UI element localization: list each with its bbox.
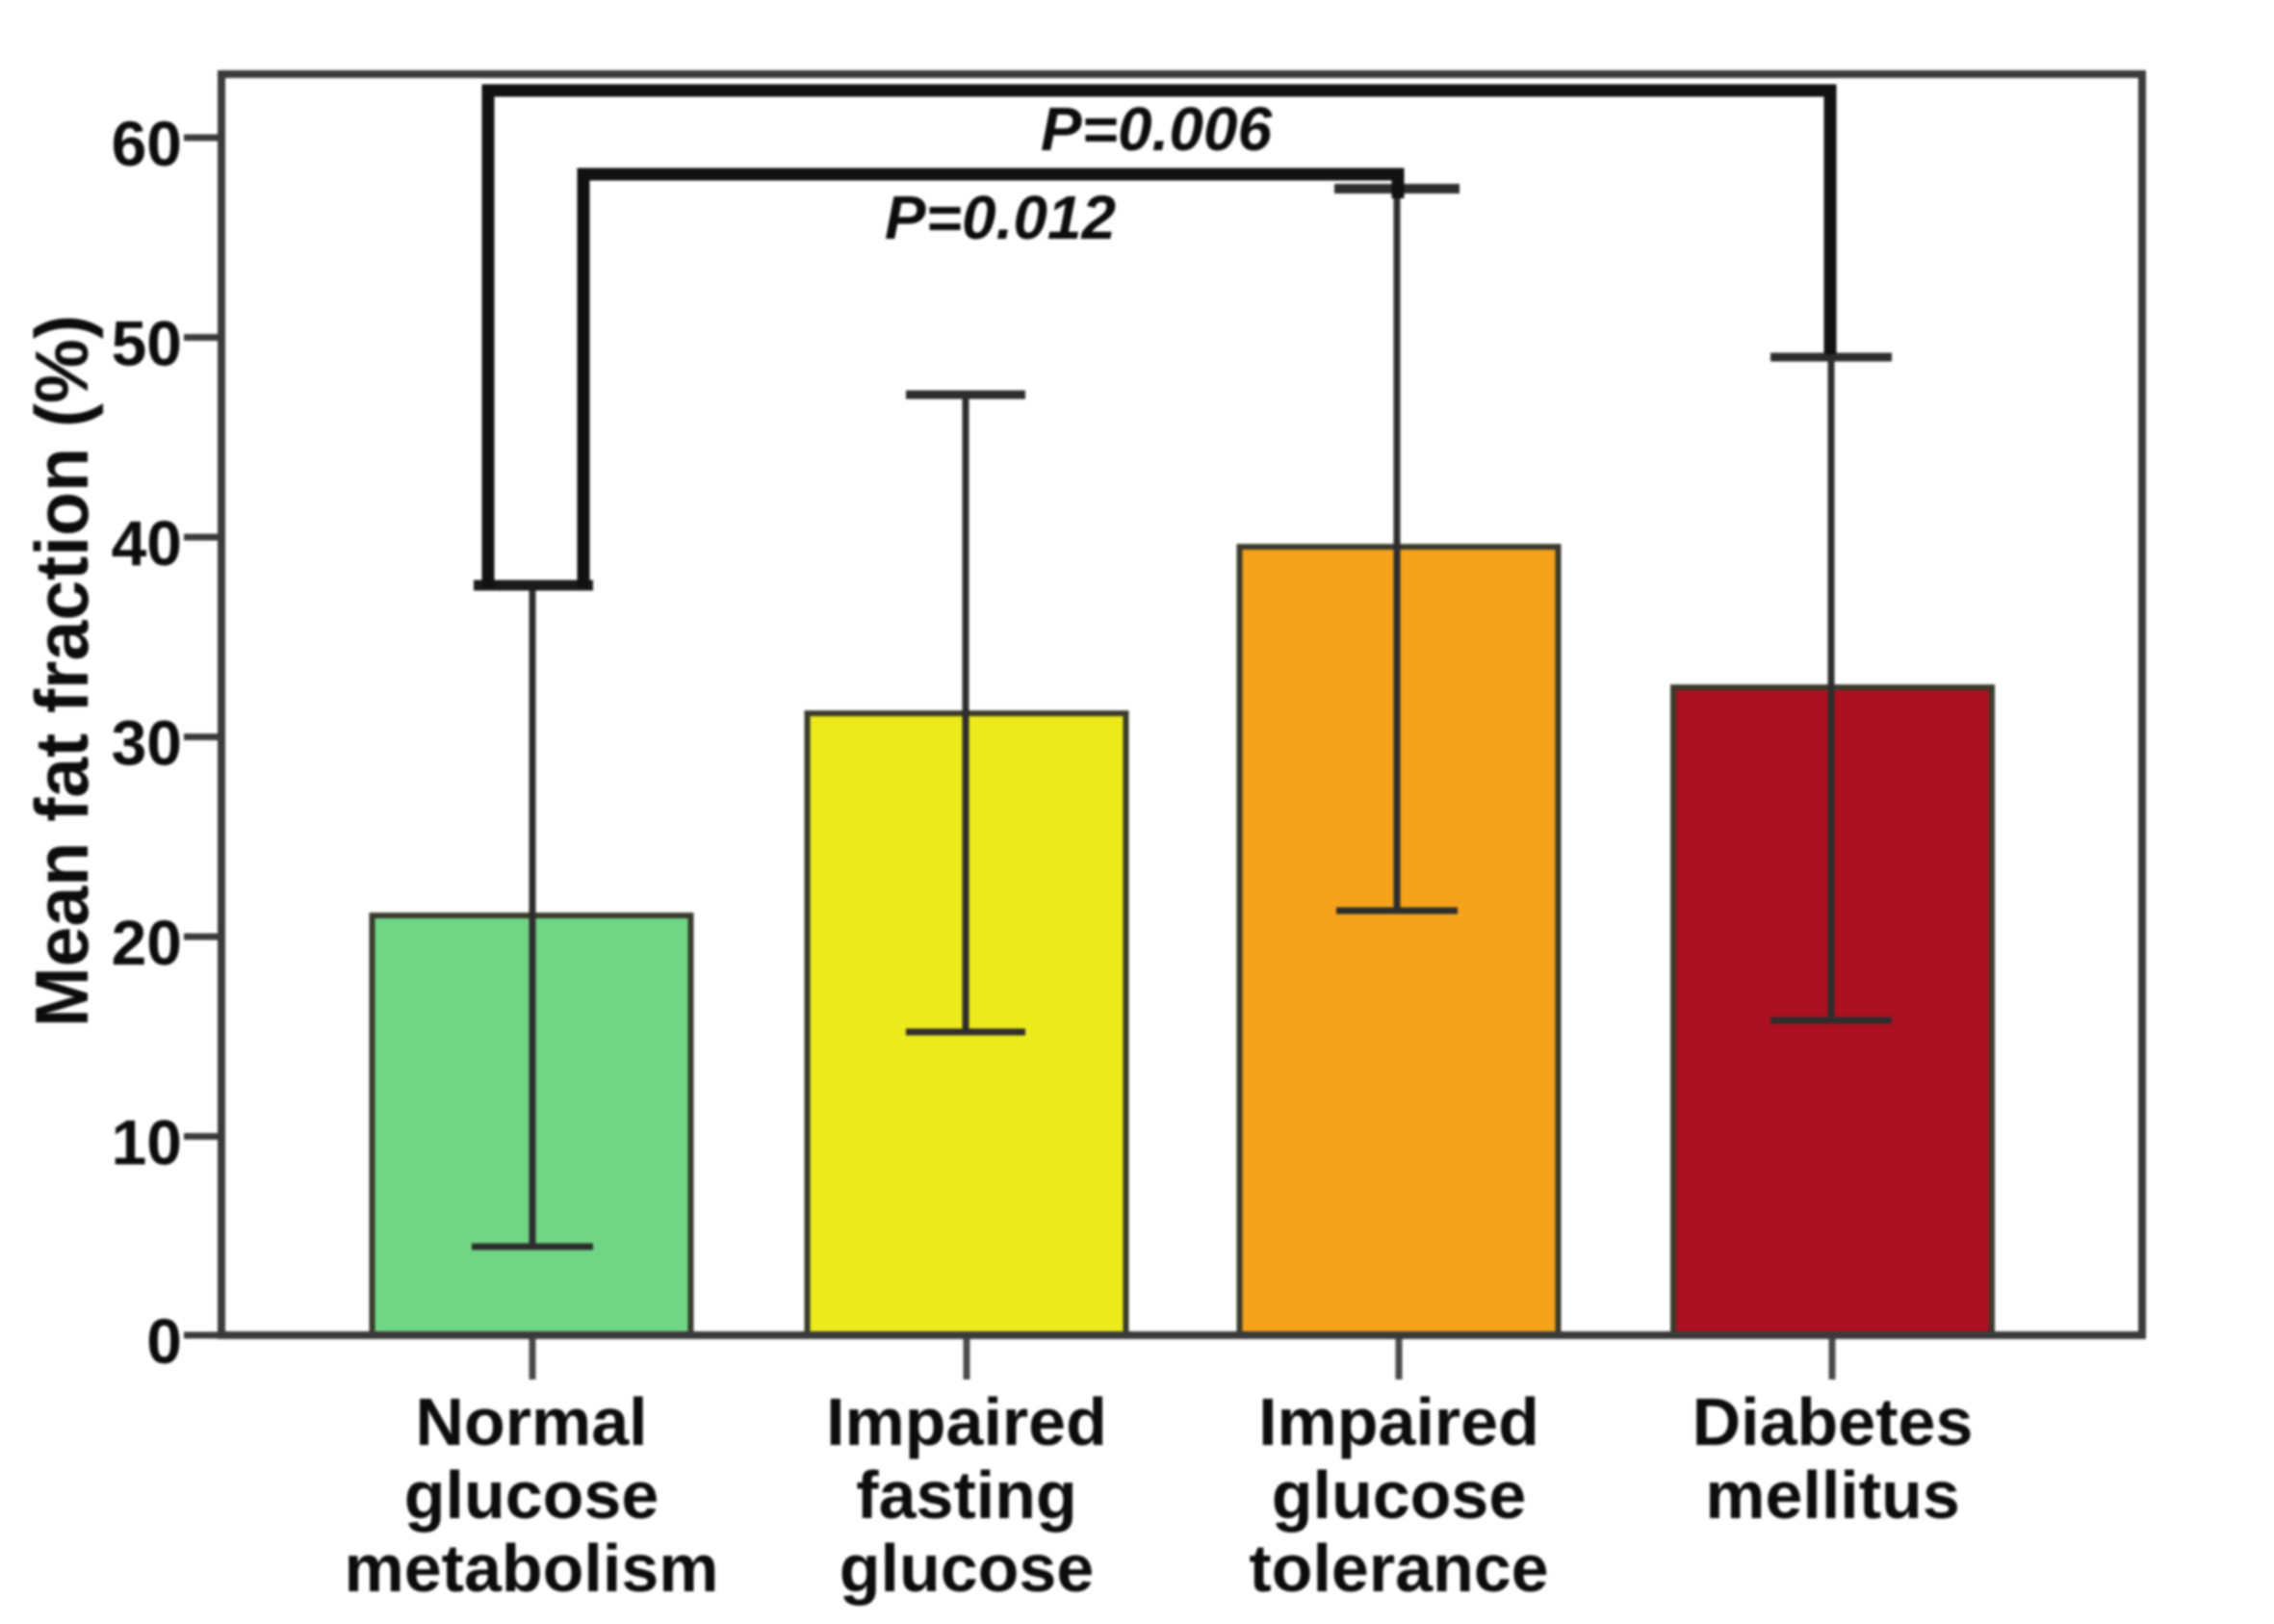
- svg-text:Impaired: Impaired: [1258, 1384, 1539, 1459]
- svg-text:mellitus: mellitus: [1705, 1457, 1960, 1533]
- svg-text:10: 10: [112, 1107, 182, 1178]
- svg-text:metabolism: metabolism: [345, 1531, 719, 1606]
- svg-text:glucose: glucose: [404, 1457, 659, 1533]
- svg-text:Normal: Normal: [415, 1384, 647, 1459]
- svg-text:Diabetes: Diabetes: [1693, 1384, 1974, 1459]
- svg-text:0: 0: [146, 1305, 182, 1377]
- svg-text:60: 60: [112, 108, 182, 179]
- svg-text:fasting: fasting: [856, 1457, 1076, 1533]
- svg-text:20: 20: [112, 907, 182, 978]
- svg-text:40: 40: [112, 507, 182, 579]
- svg-text:glucose: glucose: [1272, 1457, 1527, 1533]
- svg-text:glucose: glucose: [840, 1531, 1095, 1606]
- svg-text:Mean fat fraction (%): Mean fat fraction (%): [19, 315, 104, 1027]
- svg-text:50: 50: [112, 308, 182, 379]
- svg-text:Impaired: Impaired: [826, 1384, 1107, 1459]
- svg-text:P=0.006: P=0.006: [1041, 94, 1273, 164]
- svg-text:tolerance: tolerance: [1249, 1531, 1548, 1606]
- svg-text:30: 30: [112, 708, 182, 779]
- svg-text:P=0.012: P=0.012: [885, 183, 1116, 252]
